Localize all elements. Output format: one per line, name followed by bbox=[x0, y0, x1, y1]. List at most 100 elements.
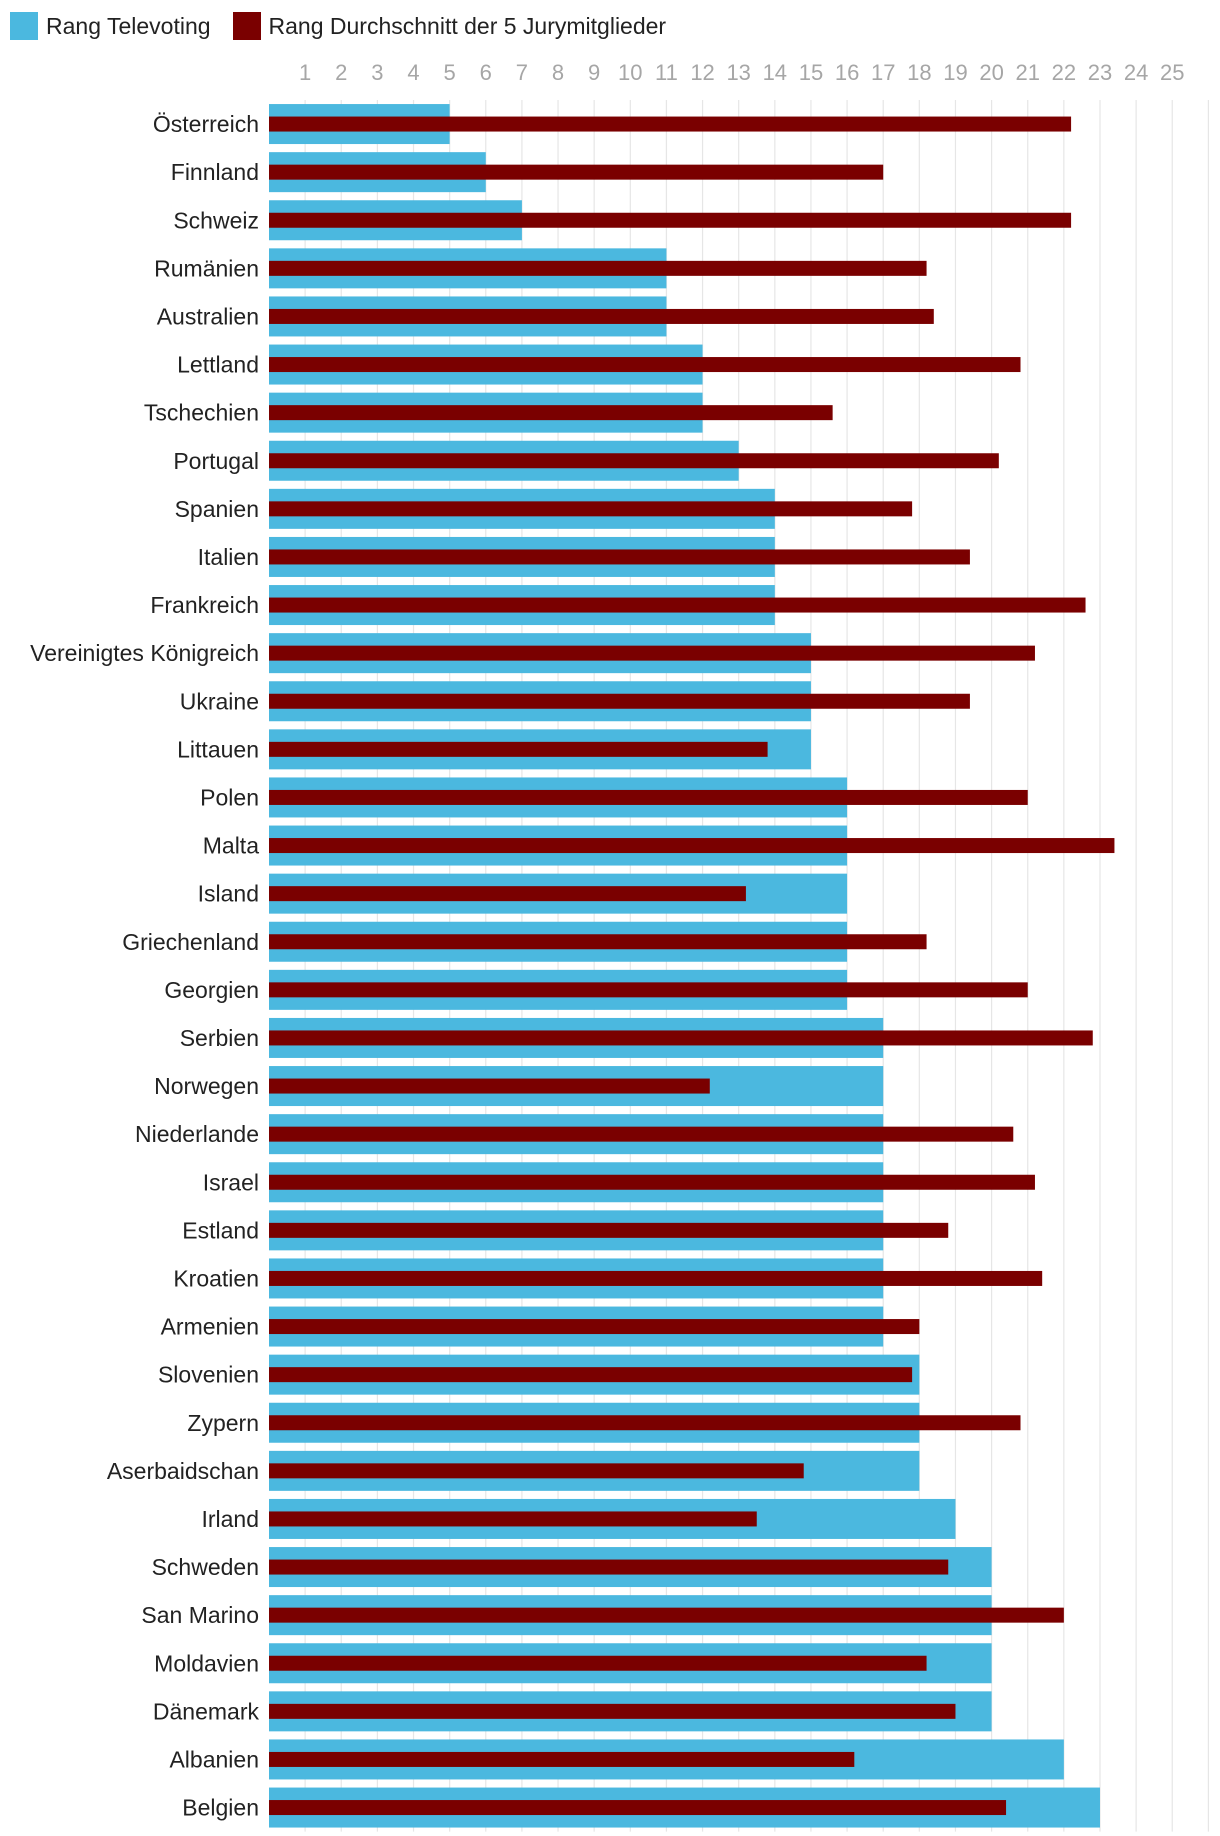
x-tick-label: 22 bbox=[1052, 60, 1076, 85]
x-tick-label: 11 bbox=[655, 60, 678, 85]
x-tick-label: 20 bbox=[979, 60, 1003, 85]
legend-label-televoting: Rang Televoting bbox=[46, 12, 211, 39]
category-label: Portugal bbox=[173, 448, 259, 474]
x-tick-label: 21 bbox=[1015, 60, 1039, 85]
bar-jury bbox=[269, 116, 1072, 132]
bar-jury bbox=[269, 212, 1072, 228]
category-label: Australien bbox=[157, 303, 259, 329]
category-label: Österreich bbox=[153, 111, 259, 137]
bar-jury bbox=[269, 934, 927, 950]
x-tick-label: 6 bbox=[480, 60, 492, 85]
bar-jury bbox=[269, 597, 1086, 613]
x-tick-label: 2 bbox=[335, 60, 347, 85]
x-tick-label: 19 bbox=[943, 60, 967, 85]
bar-jury bbox=[269, 1174, 1035, 1190]
bar-jury bbox=[269, 693, 970, 709]
category-label: Schweden bbox=[152, 1554, 259, 1580]
bar-jury bbox=[269, 1367, 913, 1383]
bar-jury bbox=[269, 1319, 920, 1335]
category-label: Moldavien bbox=[154, 1650, 259, 1676]
category-label: Estland bbox=[182, 1217, 259, 1243]
category-label: Island bbox=[198, 881, 259, 907]
x-tick-label: 7 bbox=[516, 60, 528, 85]
bar-jury bbox=[269, 1415, 1021, 1431]
x-tick-label: 16 bbox=[835, 60, 859, 85]
x-tick-label: 8 bbox=[552, 60, 564, 85]
category-label: Belgien bbox=[182, 1795, 259, 1821]
bar-jury bbox=[269, 164, 884, 180]
bar-jury bbox=[269, 886, 746, 902]
bar-jury bbox=[269, 357, 1021, 373]
category-label: Irland bbox=[201, 1506, 259, 1532]
bar-jury bbox=[269, 405, 833, 421]
category-label: Griechenland bbox=[122, 929, 259, 955]
bar-jury bbox=[269, 1511, 757, 1527]
x-tick-label: 23 bbox=[1088, 60, 1112, 85]
legend-item-jury[interactable]: Rang Durchschnitt der 5 Jurymitglieder bbox=[232, 12, 667, 40]
bar-jury bbox=[269, 1222, 949, 1238]
x-tick-label: 1 bbox=[299, 60, 311, 85]
bar-jury bbox=[269, 260, 927, 276]
category-label: Spanien bbox=[175, 496, 259, 522]
x-tick-label: 15 bbox=[799, 60, 823, 85]
bar-jury bbox=[269, 982, 1028, 998]
legend-item-televoting[interactable]: Rang Televoting bbox=[10, 12, 211, 40]
bar-jury bbox=[269, 1559, 949, 1575]
x-tick-label: 12 bbox=[690, 60, 714, 85]
bar-jury bbox=[269, 1751, 855, 1767]
bar-jury bbox=[269, 549, 970, 565]
category-label: Ukraine bbox=[180, 688, 259, 714]
x-tick-label: 14 bbox=[763, 60, 787, 85]
category-label: Tschechien bbox=[144, 400, 259, 426]
category-label: Norwegen bbox=[154, 1073, 259, 1099]
category-label: Italien bbox=[198, 544, 259, 570]
bar-jury bbox=[269, 453, 999, 469]
bar-jury bbox=[269, 1655, 927, 1671]
bar-jury bbox=[269, 789, 1028, 805]
category-label: Vereinigtes Königreich bbox=[30, 640, 259, 666]
category-label: Malta bbox=[203, 833, 259, 859]
bar-jury bbox=[269, 1078, 710, 1094]
bar-jury bbox=[269, 1270, 1043, 1286]
bar-jury bbox=[269, 501, 913, 517]
category-label: Israel bbox=[203, 1169, 259, 1195]
bar-jury bbox=[269, 1463, 804, 1479]
category-label: San Marino bbox=[141, 1602, 259, 1628]
x-tick-label: 10 bbox=[618, 60, 642, 85]
x-tick-label: 3 bbox=[371, 60, 383, 85]
category-label: Serbien bbox=[180, 1025, 259, 1051]
category-label: Zypern bbox=[187, 1410, 259, 1436]
x-tick-label: 4 bbox=[407, 60, 419, 85]
category-label: Littauen bbox=[177, 736, 259, 762]
category-label: Dänemark bbox=[153, 1698, 260, 1724]
category-label: Schweiz bbox=[173, 207, 259, 233]
category-label: Kroatien bbox=[173, 1265, 259, 1291]
category-label: Finnland bbox=[171, 159, 259, 185]
legend-swatch-jury bbox=[232, 12, 261, 40]
x-tick-label: 17 bbox=[871, 60, 895, 85]
bar-jury bbox=[269, 1800, 1007, 1816]
x-tick-label: 13 bbox=[726, 60, 750, 85]
x-tick-label: 9 bbox=[588, 60, 600, 85]
category-label: Frankreich bbox=[150, 592, 259, 618]
category-label: Niederlande bbox=[135, 1121, 259, 1147]
x-tick-label: 18 bbox=[907, 60, 931, 85]
bar-jury bbox=[269, 741, 768, 757]
x-tick-label: 5 bbox=[444, 60, 456, 85]
category-label: Albanien bbox=[169, 1746, 259, 1772]
bar-jury bbox=[269, 1030, 1093, 1046]
bar-jury bbox=[269, 645, 1035, 661]
bar-jury bbox=[269, 1126, 1014, 1142]
bar-jury bbox=[269, 308, 934, 324]
category-label: Rumänien bbox=[154, 255, 259, 281]
x-tick-label: 24 bbox=[1124, 60, 1148, 85]
legend: Rang Televoting Rang Durchschnitt der 5 … bbox=[10, 12, 688, 40]
legend-label-jury: Rang Durchschnitt der 5 Jurymitglieder bbox=[268, 12, 667, 39]
category-label: Armenien bbox=[161, 1314, 259, 1340]
bar-jury bbox=[269, 838, 1115, 854]
category-label: Georgien bbox=[164, 977, 259, 1003]
bar-jury bbox=[269, 1607, 1064, 1623]
bar-jury bbox=[269, 1703, 956, 1719]
